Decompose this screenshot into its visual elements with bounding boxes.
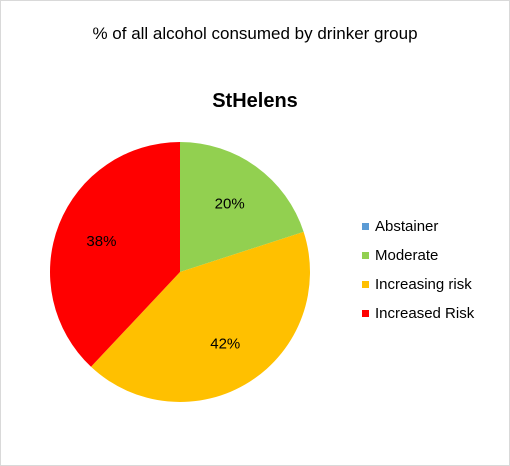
legend-label: Increased Risk bbox=[375, 305, 475, 322]
pie-slice-increasing-risk bbox=[91, 231, 310, 402]
legend-label: Moderate bbox=[375, 247, 439, 264]
legend-swatch bbox=[362, 252, 369, 259]
chart-subtitle: StHelens bbox=[212, 90, 298, 112]
pie-slice-moderate bbox=[180, 142, 304, 272]
chart-legend: Abstainer Moderate Increasing risk Increase… bbox=[362, 212, 474, 328]
legend-item: Abstainer bbox=[362, 212, 474, 241]
legend-swatch bbox=[362, 223, 369, 230]
legend-swatch bbox=[362, 281, 369, 288]
data-label: 38% bbox=[86, 233, 116, 250]
legend-item: Moderate bbox=[362, 241, 474, 270]
legend-label: Increasing risk bbox=[375, 276, 472, 293]
legend-item: Increased Risk bbox=[362, 299, 474, 328]
pie-slice-increased-risk bbox=[49, 142, 181, 367]
legend-label: Abstainer bbox=[375, 218, 439, 235]
legend-swatch bbox=[362, 310, 369, 317]
chart-title: % of all alcohol consumed by drinker gro… bbox=[92, 24, 418, 43]
data-label: 42% bbox=[210, 335, 240, 352]
legend-item: Increasing risk bbox=[362, 270, 474, 299]
data-label: 20% bbox=[215, 196, 245, 213]
